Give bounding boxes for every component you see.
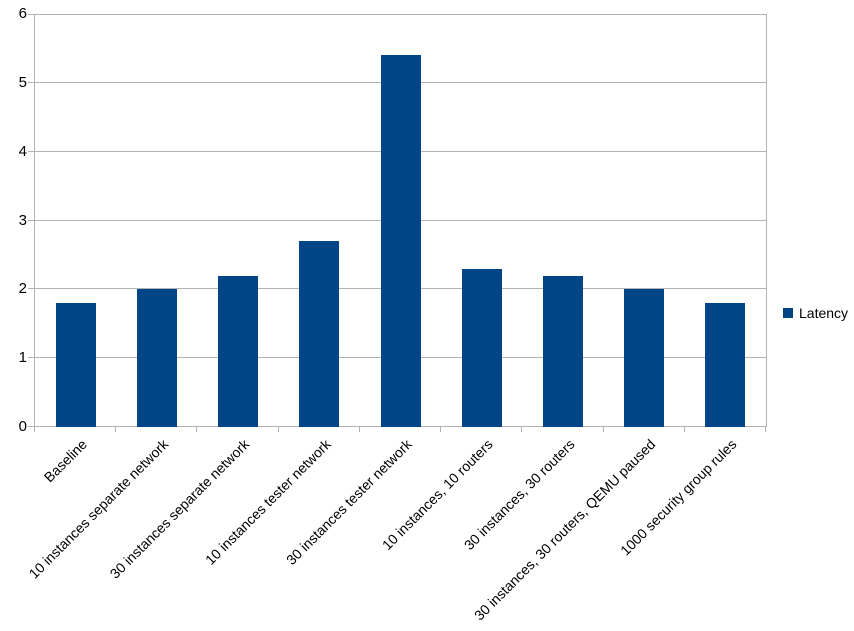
plot-area <box>34 14 767 427</box>
y-axis-tick-5 <box>28 82 34 83</box>
y-axis-label-5: 5 <box>18 73 27 91</box>
y-axis-label-4: 4 <box>18 142 27 160</box>
y-axis-label-1: 1 <box>18 349 27 367</box>
bar-2 <box>218 275 259 427</box>
legend: Latency <box>783 306 848 320</box>
bar-7 <box>624 289 665 427</box>
x-axis-label-2: 30 instances separate network <box>106 436 253 582</box>
y-axis-tick-3 <box>28 220 34 221</box>
x-axis-tick-6 <box>521 427 522 432</box>
bar-0 <box>55 303 96 427</box>
x-axis-tick-0 <box>34 427 35 432</box>
y-axis-label-6: 6 <box>18 5 27 22</box>
bar-1 <box>136 289 177 427</box>
gridline-y-6 <box>35 14 766 15</box>
y-axis-tick-2 <box>28 288 34 289</box>
bar-4 <box>380 55 421 427</box>
y-axis-tick-1 <box>28 357 34 358</box>
x-axis-label-0: Baseline <box>40 436 90 486</box>
x-axis-tick-7 <box>603 427 604 432</box>
bar-6 <box>542 275 583 427</box>
x-axis-tick-4 <box>359 427 360 432</box>
x-axis-tick-5 <box>440 427 441 432</box>
y-axis-tick-4 <box>28 151 34 152</box>
x-axis-label-1: 10 instances separate network <box>25 436 172 582</box>
legend-color-swatch <box>783 308 793 318</box>
bar-8 <box>705 303 746 427</box>
y-axis-label-2: 2 <box>18 280 27 298</box>
x-axis-tick-3 <box>278 427 279 432</box>
x-axis-label-7: 30 instances, 30 routers, QEMU paused <box>471 436 659 624</box>
y-axis-label-0: 0 <box>18 418 27 435</box>
y-axis-tick-6 <box>28 14 34 15</box>
x-axis-tick-2 <box>196 427 197 432</box>
legend-label: Latency <box>799 305 849 321</box>
y-axis-tick-0 <box>28 426 34 427</box>
y-axis-label-3: 3 <box>18 211 27 229</box>
x-axis-tick-9 <box>765 427 766 432</box>
x-axis-tick-8 <box>684 427 685 432</box>
bar-5 <box>461 268 502 427</box>
bar-3 <box>299 241 340 427</box>
x-axis-tick-1 <box>115 427 116 432</box>
